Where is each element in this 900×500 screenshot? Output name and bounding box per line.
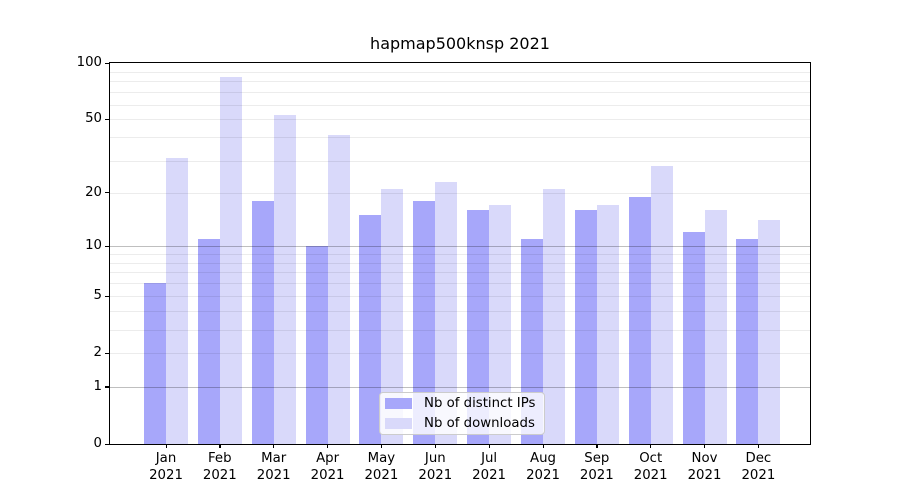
y-tick-label-0: 0 [93, 436, 102, 451]
y-tick-20 [105, 192, 109, 194]
bar-nb-of-downloads-jan-2021 [166, 157, 188, 444]
x-tick-apr-2021 [327, 444, 329, 448]
bar-nb-of-distinct-ips-feb-2021 [197, 238, 220, 444]
bar-nb-of-distinct-ips-may-2021 [359, 215, 382, 444]
y-tick-label-5: 5 [93, 288, 102, 304]
chart-title: hapmap500knsp 2021 [370, 34, 550, 53]
bar-nb-of-distinct-ips-dec-2021 [736, 238, 759, 444]
gridline-minor-6 [110, 283, 810, 285]
x-tick-jan-2021 [165, 444, 167, 448]
legend-label-downloads: Nb of downloads [424, 415, 535, 431]
plot-content [110, 63, 810, 444]
legend: Nb of distinct IPs Nb of downloads [379, 392, 545, 435]
gridline-minor-90 [110, 71, 810, 73]
gridline-minor-70 [110, 92, 810, 94]
y-tick-label-100: 100 [76, 55, 102, 70]
y-tick-5 [105, 295, 109, 297]
bar-nb-of-downloads-jul-2021 [489, 205, 512, 444]
y-tick-1 [105, 386, 109, 388]
x-tick-label-aug-2021: Aug 2021 [526, 451, 560, 483]
bar-nb-of-distinct-ips-jul-2021 [467, 210, 490, 444]
x-tick-oct-2021 [650, 444, 652, 448]
gridline-minor-5 [110, 296, 810, 298]
plot-area [109, 62, 811, 445]
x-tick-label-jul-2021: Jul 2021 [472, 451, 507, 483]
bar-nb-of-downloads-dec-2021 [758, 220, 781, 444]
x-tick-label-dec-2021: Dec 2021 [741, 451, 776, 483]
bar-nb-of-downloads-aug-2021 [542, 188, 565, 444]
legend-item-distinct-ips: Nb of distinct IPs [385, 394, 538, 414]
bar-nb-of-distinct-ips-apr-2021 [305, 246, 328, 444]
bar-nb-of-distinct-ips-sep-2021 [574, 210, 597, 444]
y-tick-0 [105, 443, 109, 445]
x-tick-jun-2021 [434, 444, 437, 448]
bar-nb-of-downloads-mar-2021 [273, 114, 296, 444]
gridline-minor-80 [110, 81, 810, 83]
gridline-minor-3 [110, 329, 810, 331]
y-tick-label-1: 1 [93, 378, 102, 394]
bar-nb-of-downloads-feb-2021 [219, 77, 242, 444]
x-tick-may-2021 [380, 444, 383, 448]
x-tick-label-sep-2021: Sep 2021 [579, 451, 614, 483]
bar-nb-of-downloads-jun-2021 [435, 181, 458, 444]
x-tick-nov-2021 [704, 444, 706, 448]
x-tick-label-feb-2021: Feb 2021 [202, 451, 237, 483]
gridline-minor-4 [110, 311, 810, 313]
y-tick-label-10: 10 [85, 238, 102, 253]
gridline-minor-7 [110, 272, 810, 274]
bar-nb-of-distinct-ips-mar-2021 [251, 200, 274, 444]
gridline-major-1 [110, 386, 810, 388]
x-tick-sep-2021 [596, 444, 598, 448]
y-tick-100 [105, 62, 109, 64]
legend-swatch-distinct-ips-icon [385, 398, 412, 410]
x-tick-jul-2021 [488, 444, 490, 448]
x-tick-dec-2021 [757, 444, 760, 448]
x-tick-mar-2021 [273, 444, 275, 448]
bar-nb-of-downloads-may-2021 [381, 188, 404, 444]
gridline-minor-30 [110, 160, 810, 162]
y-tick-label-2: 2 [93, 345, 102, 361]
gridline-minor-40 [110, 137, 810, 139]
x-tick-label-apr-2021: Apr 2021 [310, 451, 345, 483]
legend-label-distinct-ips: Nb of distinct IPs [424, 396, 536, 412]
gridline-minor-20 [110, 192, 810, 194]
legend-item-downloads: Nb of downloads [385, 414, 538, 434]
bar-nb-of-distinct-ips-nov-2021 [682, 232, 705, 444]
x-tick-label-may-2021: May 2021 [364, 451, 399, 483]
legend-swatch-downloads-icon [385, 417, 412, 429]
bar-nb-of-downloads-nov-2021 [704, 210, 727, 444]
bar-nb-of-downloads-sep-2021 [596, 205, 619, 444]
y-tick-50 [105, 118, 109, 121]
x-tick-label-mar-2021: Mar 2021 [256, 451, 291, 483]
y-tick-10 [105, 245, 109, 247]
x-tick-label-jun-2021: Jun 2021 [418, 451, 453, 483]
y-tick-label-20: 20 [85, 184, 102, 200]
gridline-minor-8 [110, 262, 810, 264]
x-tick-feb-2021 [219, 444, 221, 448]
x-tick-label-oct-2021: Oct 2021 [633, 451, 668, 483]
x-tick-label-jan-2021: Jan 2021 [149, 451, 183, 483]
bar-nb-of-distinct-ips-oct-2021 [628, 196, 651, 444]
bar-nb-of-downloads-apr-2021 [327, 135, 350, 444]
bar-nb-of-distinct-ips-jun-2021 [413, 200, 436, 444]
gridline-minor-50 [110, 119, 810, 121]
x-tick-label-nov-2021: Nov 2021 [687, 451, 722, 483]
gridline-minor-9 [110, 253, 810, 255]
gridline-major-10 [110, 246, 810, 247]
gridline-minor-60 [110, 104, 810, 106]
bar-nb-of-downloads-oct-2021 [650, 166, 673, 444]
gridline-minor-2 [110, 353, 810, 355]
bar-nb-of-distinct-ips-jan-2021 [144, 283, 166, 444]
x-tick-aug-2021 [542, 444, 544, 448]
y-tick-label-50: 50 [85, 111, 102, 127]
y-tick-2 [105, 352, 109, 355]
